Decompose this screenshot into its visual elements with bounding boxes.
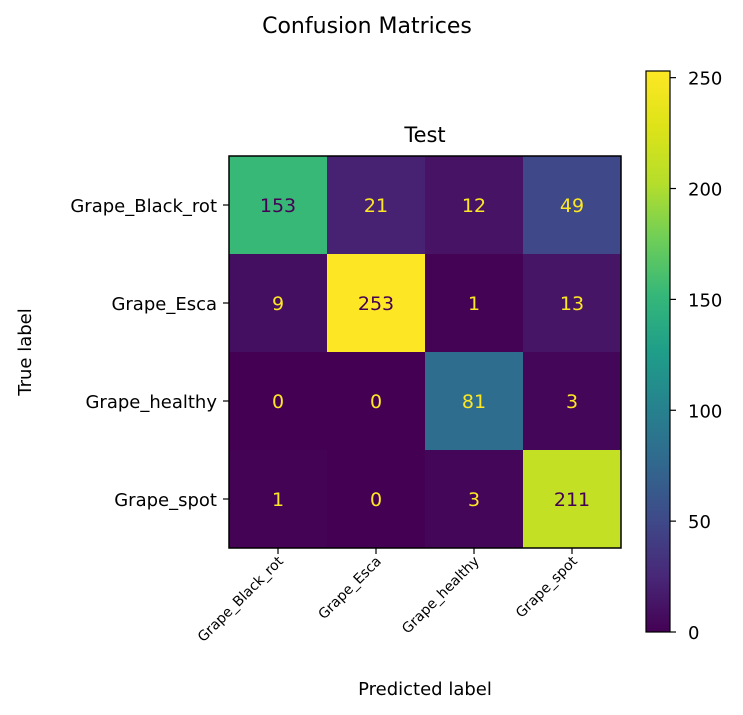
cell-value-label: 0 [370, 391, 382, 413]
cell-value-label: 1 [272, 489, 284, 511]
cell-value-label: 211 [554, 489, 590, 511]
cell-value-label: 253 [358, 293, 394, 315]
cell-value-label: 13 [560, 293, 584, 315]
heatmap-cell [425, 254, 523, 352]
colorbar-tick-label: 0 [688, 623, 699, 644]
cell-value-label: 49 [560, 195, 584, 217]
x-axis-label: Predicted label [358, 679, 492, 700]
cell-value-label: 9 [272, 293, 284, 315]
cell-value-label: 12 [462, 195, 486, 217]
colorbar-tick-label: 100 [688, 401, 722, 422]
colorbar-tick-label: 250 [688, 69, 722, 90]
cell-value-label: 3 [468, 489, 480, 511]
cell-value-label: 0 [272, 391, 284, 413]
colorbar [645, 70, 671, 633]
heatmap-cell [229, 450, 327, 548]
cell-value-label: 81 [462, 391, 486, 413]
heatmap-cell [425, 450, 523, 548]
heatmap-cell [327, 254, 425, 352]
y-axis-label: True label [15, 308, 36, 397]
y-tick-label: Grape_Esca [111, 294, 217, 315]
heatmap-cell [229, 156, 327, 254]
x-tick-label: Grape_healthy [399, 554, 483, 638]
y-tick-labels: Grape_Black_rot Grape_Esca Grape_healthy Gr… [70, 196, 229, 511]
cell-value-label: 0 [370, 489, 382, 511]
cell-value-label: 1 [468, 293, 480, 315]
cell-value-label: 3 [566, 391, 578, 413]
colorbar-tick-label: 50 [688, 512, 711, 533]
heatmap-frame [228, 155, 622, 549]
chart-title: Test [403, 123, 445, 147]
colorbar-ticks: 0 50 100 150 200 250 [670, 69, 722, 644]
cell-value-label: 153 [260, 195, 296, 217]
cell-value-label: 21 [364, 195, 388, 217]
colorbar-tick-label: 200 [688, 180, 722, 201]
heatmap-cell [327, 156, 425, 254]
heatmap-cells: 153 21 12 49 9 253 1 13 0 0 81 3 1 0 3 211 [229, 156, 621, 548]
x-tick-label: Grape_Black_rot [195, 553, 287, 645]
x-tick-label: Grape_spot [513, 553, 581, 621]
heatmap-cell [229, 352, 327, 450]
heatmap-cell [327, 352, 425, 450]
x-tick-label: Grape_Esca [315, 554, 384, 623]
heatmap-cell [523, 450, 621, 548]
chart-suptitle: Confusion Matrices [262, 14, 472, 39]
heatmap-cell [523, 352, 621, 450]
y-tick-label: Grape_spot [114, 490, 217, 511]
heatmap-cell [327, 450, 425, 548]
heatmap-cell [425, 352, 523, 450]
y-tick-label: Grape_healthy [85, 392, 217, 413]
x-tick-labels: Grape_Black_rot Grape_Esca Grape_healthy Gr… [195, 548, 581, 645]
y-tick-label: Grape_Black_rot [70, 196, 217, 217]
heatmap-cell [425, 156, 523, 254]
heatmap-cell [229, 254, 327, 352]
colorbar-tick-label: 150 [688, 290, 722, 311]
heatmap-cell [523, 156, 621, 254]
heatmap-cell [523, 254, 621, 352]
